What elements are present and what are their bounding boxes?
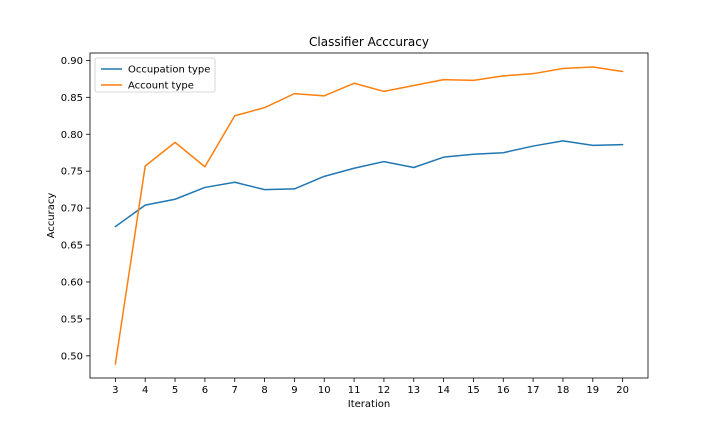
y-tick-label: 0.90 — [61, 56, 83, 67]
x-tick-label: 20 — [616, 385, 629, 396]
y-tick-label: 0.50 — [61, 351, 83, 362]
x-tick-label: 3 — [112, 385, 118, 396]
x-tick-label: 14 — [437, 385, 450, 396]
y-tick-label: 0.60 — [61, 277, 83, 288]
chart-title: Classifier Acccuracy — [309, 35, 429, 49]
series-layer — [114, 66, 624, 365]
x-tick-label: 17 — [527, 385, 540, 396]
y-axis-label: Accuracy — [46, 193, 57, 239]
axes-layer: 3 4 5 6 7 8 9 10 11 12 13 14 15 16 17 18 19 20 0.50 0.55 0.6… — [61, 56, 629, 396]
legend-label-2: Account type — [128, 81, 194, 92]
plot-area — [89, 52, 649, 379]
series-line-2 — [114, 66, 624, 365]
x-tick-label: 8 — [261, 385, 267, 396]
x-tick-label: 7 — [232, 385, 238, 396]
y-tick-label: 0.75 — [61, 167, 83, 178]
y-tick-label: 0.80 — [61, 130, 83, 141]
legend-box — [94, 57, 216, 93]
y-tick-label: 0.65 — [61, 241, 83, 252]
series-line-1 — [114, 140, 624, 228]
x-tick-label: 18 — [557, 385, 570, 396]
y-tick-label: 0.85 — [61, 93, 83, 104]
x-tick-label: 15 — [467, 385, 480, 396]
x-tick-label: 10 — [318, 385, 331, 396]
legend: Occupation type Account type — [94, 57, 216, 93]
x-tick-label: 19 — [586, 385, 599, 396]
plot-frame — [89, 52, 649, 379]
x-tick-label: 4 — [142, 385, 148, 396]
x-axis-label: Iteration — [348, 399, 390, 410]
y-tick-label: 0.70 — [61, 204, 83, 215]
x-tick-label: 11 — [348, 385, 361, 396]
x-tick-label: 6 — [202, 385, 208, 396]
x-tick-label: 5 — [172, 385, 178, 396]
x-tick-label: 16 — [497, 385, 510, 396]
x-tick-label: 12 — [378, 385, 391, 396]
x-tick-label: 9 — [291, 385, 297, 396]
x-tick-label: 13 — [407, 385, 420, 396]
y-tick-label: 0.55 — [61, 314, 83, 325]
legend-label-1: Occupation type — [128, 65, 210, 76]
